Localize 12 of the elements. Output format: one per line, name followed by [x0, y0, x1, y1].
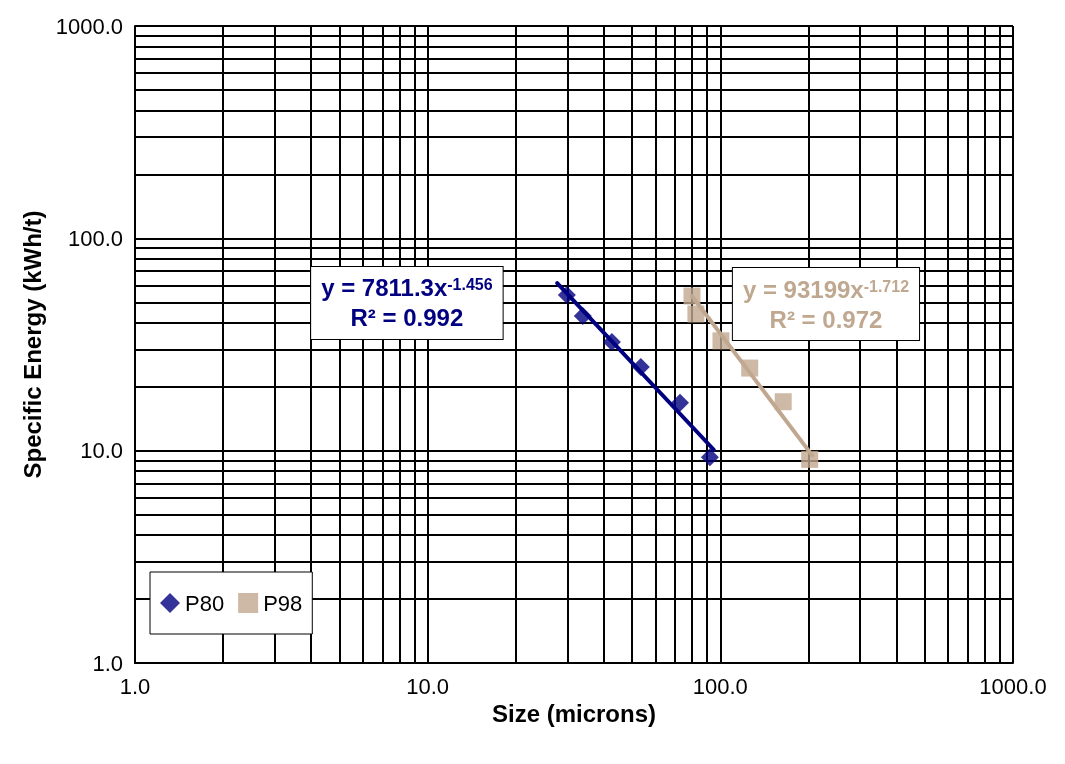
y-tick-label: 100.0	[67, 225, 123, 251]
x-tick-label: 100.0	[692, 673, 748, 699]
x-tick-label: 10.0	[406, 673, 450, 699]
legend-label: P80	[185, 590, 225, 616]
y-tick-label: 1000.0	[55, 13, 123, 39]
legend-label: P98	[263, 590, 303, 616]
y-tick-label: 1.0	[92, 650, 123, 676]
x-tick-label: 1.0	[119, 673, 151, 699]
x-axis-title: Size (microns)	[491, 700, 657, 728]
y-axis-title: Specific Energy (kWh/t)	[19, 210, 47, 479]
x-tick-label: 1000.0	[979, 673, 1047, 699]
y-tick-label: 10.0	[80, 438, 123, 464]
